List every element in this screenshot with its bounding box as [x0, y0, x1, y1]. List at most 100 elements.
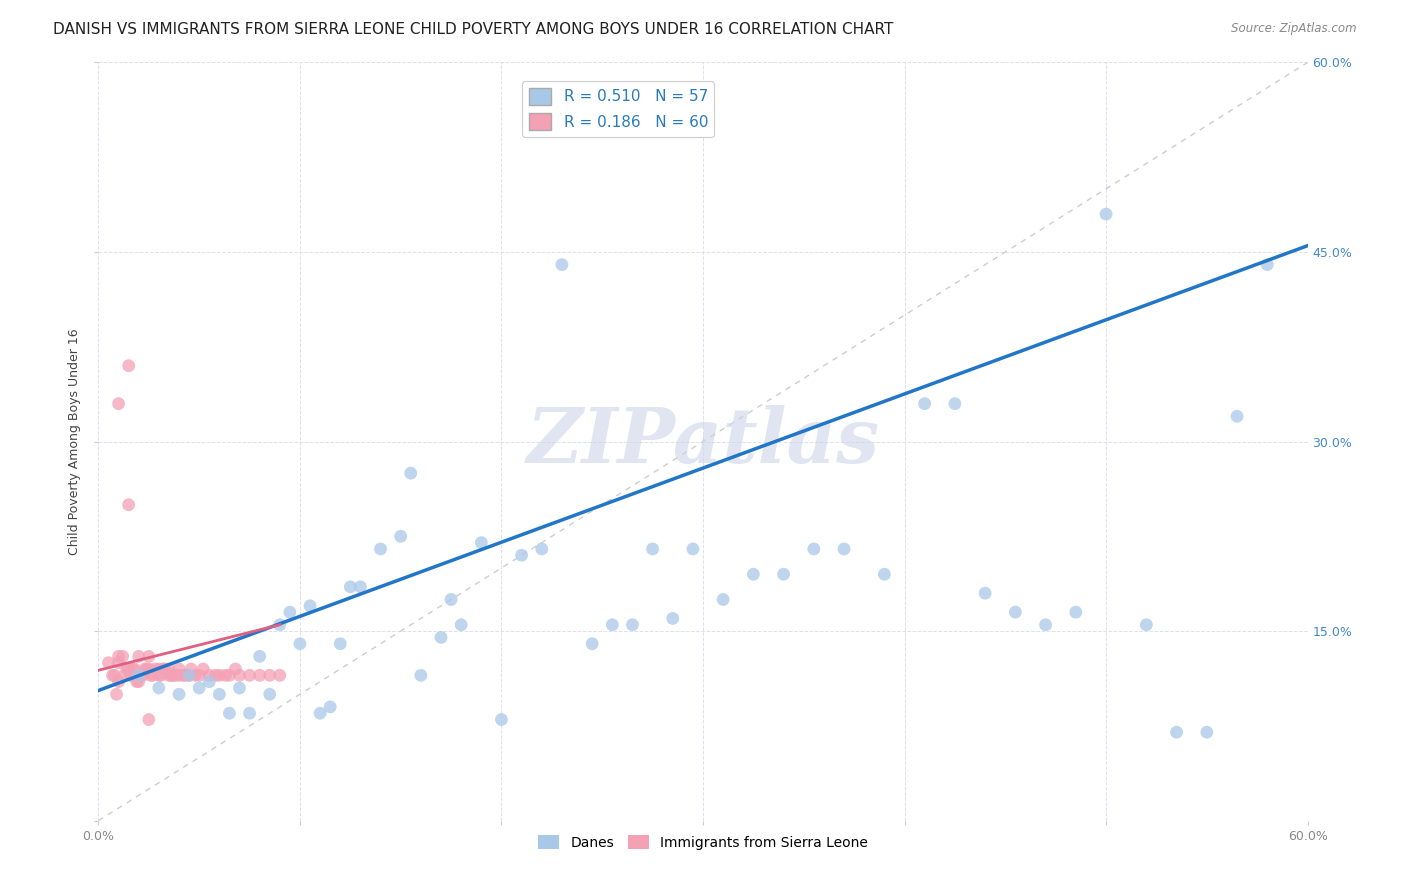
Point [309, 706, 332, 721]
Point [1004, 605, 1026, 619]
Point [259, 687, 281, 701]
Point [149, 668, 172, 682]
Point [128, 674, 150, 689]
Point [135, 662, 157, 676]
Point [641, 541, 664, 556]
Point [134, 662, 156, 676]
Point [120, 668, 142, 682]
Point [114, 668, 136, 682]
Point [1195, 725, 1218, 739]
Point [138, 662, 160, 676]
Point [409, 668, 432, 682]
Point [172, 668, 194, 682]
Point [157, 662, 180, 676]
Point [873, 567, 896, 582]
Point [162, 668, 184, 682]
Point [111, 649, 134, 664]
Point [349, 580, 371, 594]
Point [174, 668, 197, 682]
Point [974, 586, 997, 600]
Point [269, 617, 291, 632]
Point [1135, 617, 1157, 632]
Point [228, 681, 250, 695]
Point [138, 649, 160, 664]
Point [107, 396, 129, 410]
Point [239, 668, 262, 682]
Text: ZIPatlas: ZIPatlas [526, 405, 880, 478]
Point [430, 631, 453, 645]
Point [148, 668, 170, 682]
Point [682, 541, 704, 556]
Point [1095, 207, 1118, 221]
Point [97, 656, 120, 670]
Point [621, 617, 644, 632]
Point [143, 662, 166, 676]
Point [228, 668, 250, 682]
Point [1064, 605, 1087, 619]
Point [803, 541, 825, 556]
Y-axis label: Child Poverty Among Boys Under 16: Child Poverty Among Boys Under 16 [67, 328, 82, 555]
Point [198, 668, 221, 682]
Point [278, 605, 301, 619]
Point [118, 662, 141, 676]
Point [661, 611, 683, 625]
Point [319, 699, 342, 714]
Point [299, 599, 322, 613]
Point [249, 668, 271, 682]
Point [167, 687, 190, 701]
Point [218, 668, 240, 682]
Point [288, 637, 311, 651]
Point [249, 649, 271, 664]
Point [208, 687, 231, 701]
Point [339, 580, 361, 594]
Point [772, 567, 794, 582]
Point [148, 681, 170, 695]
Point [180, 662, 202, 676]
Point [259, 668, 281, 682]
Point [218, 706, 240, 721]
Point [121, 662, 143, 676]
Point [510, 548, 533, 563]
Point [1256, 258, 1278, 272]
Point [188, 681, 211, 695]
Point [103, 668, 125, 682]
Point [1166, 725, 1188, 739]
Point [107, 674, 129, 689]
Point [1226, 409, 1249, 424]
Point [124, 662, 146, 676]
Point [125, 674, 148, 689]
Point [208, 668, 231, 682]
Point [115, 662, 138, 676]
Point [157, 668, 180, 682]
Point [152, 662, 174, 676]
Point [167, 662, 190, 676]
Point [148, 662, 170, 676]
Point [188, 668, 211, 682]
Point [204, 668, 226, 682]
Text: DANISH VS IMMIGRANTS FROM SIERRA LEONE CHILD POVERTY AMONG BOYS UNDER 16 CORRELA: DANISH VS IMMIGRANTS FROM SIERRA LEONE C… [53, 22, 894, 37]
Point [832, 541, 855, 556]
Point [389, 529, 412, 543]
Point [530, 541, 553, 556]
Point [107, 656, 129, 670]
Point [399, 466, 422, 480]
Point [118, 498, 141, 512]
Point [160, 668, 183, 682]
Point [450, 617, 472, 632]
Point [581, 637, 603, 651]
Point [1035, 617, 1057, 632]
Point [101, 668, 124, 682]
Point [128, 649, 150, 664]
Point [711, 592, 734, 607]
Point [491, 713, 513, 727]
Point [214, 668, 236, 682]
Point [470, 535, 492, 549]
Point [128, 668, 150, 682]
Point [742, 567, 765, 582]
Point [370, 541, 392, 556]
Point [239, 706, 262, 721]
Point [153, 662, 176, 676]
Point [179, 668, 201, 682]
Point [142, 668, 165, 682]
Point [193, 662, 215, 676]
